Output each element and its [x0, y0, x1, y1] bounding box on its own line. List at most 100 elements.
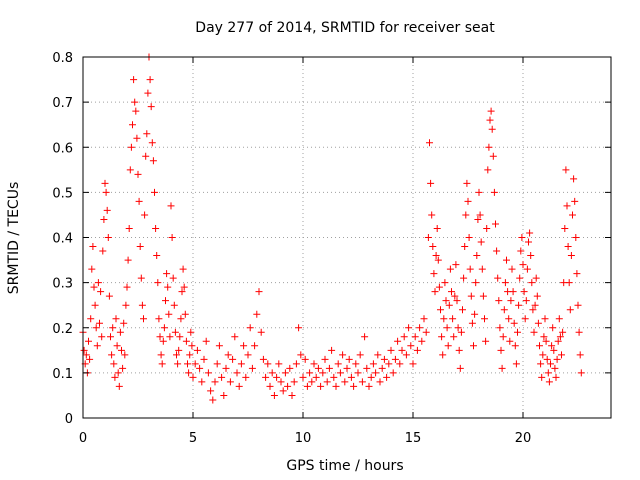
data-point — [277, 378, 285, 386]
data-point — [363, 364, 371, 372]
data-point — [477, 238, 485, 246]
y-tick-label: 0.2 — [52, 322, 73, 337]
data-point — [164, 283, 172, 291]
data-point — [177, 315, 185, 323]
data-point — [240, 342, 248, 350]
data-point — [175, 346, 183, 354]
data-point — [438, 333, 446, 341]
data-point — [275, 360, 283, 368]
data-point — [567, 252, 575, 260]
data-point — [173, 351, 180, 359]
data-point — [577, 369, 585, 377]
data-point — [527, 252, 535, 260]
data-point — [114, 369, 122, 377]
data-point — [387, 346, 395, 354]
data-point — [207, 387, 215, 395]
chart-title: Day 277 of 2014, SRMTID for receiver sea… — [195, 20, 495, 36]
data-point — [486, 116, 494, 124]
data-point — [572, 234, 580, 241]
data-point — [231, 333, 239, 341]
data-point — [226, 378, 234, 386]
data-point — [202, 337, 210, 345]
data-point — [463, 179, 471, 187]
data-point — [434, 256, 442, 264]
data-point — [82, 351, 90, 359]
data-point — [442, 297, 450, 305]
data-point — [576, 351, 584, 359]
data-point — [449, 315, 457, 323]
data-point — [168, 234, 176, 241]
data-point — [522, 297, 530, 305]
data-point — [198, 378, 206, 386]
data-point — [96, 319, 103, 327]
data-point — [323, 378, 331, 386]
data-point — [462, 211, 470, 219]
data-point — [209, 396, 217, 404]
data-point — [433, 224, 441, 232]
data-point — [443, 324, 451, 332]
data-point — [121, 351, 129, 359]
data-point — [455, 346, 463, 354]
data-point — [330, 373, 338, 381]
data-point — [85, 337, 92, 345]
data-point — [336, 369, 344, 377]
data-point — [453, 297, 461, 305]
data-point — [143, 130, 151, 138]
data-point — [521, 315, 529, 323]
data-point — [428, 211, 436, 219]
data-point — [525, 238, 532, 246]
data-point — [493, 247, 501, 255]
data-point — [133, 134, 141, 142]
data-point — [186, 351, 194, 359]
data-point — [264, 360, 272, 368]
data-point — [448, 288, 455, 296]
data-point — [169, 274, 177, 282]
data-point — [402, 351, 410, 359]
data-point — [519, 261, 527, 269]
data-point — [257, 328, 265, 336]
data-point — [566, 306, 574, 314]
data-point — [115, 382, 123, 390]
data-point — [505, 315, 513, 323]
data-point — [308, 378, 316, 386]
data-point — [497, 346, 505, 354]
data-point — [94, 279, 102, 287]
data-point — [416, 324, 424, 332]
data-point — [89, 243, 97, 251]
data-point — [144, 89, 152, 97]
data-point — [440, 315, 448, 323]
data-point — [354, 369, 362, 377]
data-point — [383, 373, 391, 381]
data-point — [345, 355, 353, 363]
data-point — [248, 364, 256, 372]
data-point — [499, 333, 507, 341]
data-point — [215, 342, 223, 350]
data-point — [170, 301, 178, 309]
data-point — [218, 373, 226, 381]
data-point — [503, 256, 510, 264]
data-point — [361, 333, 369, 341]
data-point — [358, 378, 366, 386]
data-point — [136, 243, 144, 251]
data-point — [495, 297, 503, 305]
data-point — [347, 373, 355, 381]
data-point — [400, 333, 408, 341]
y-tick-label: 0.7 — [52, 96, 73, 111]
data-point — [284, 382, 292, 390]
data-point — [178, 288, 186, 296]
data-point — [479, 292, 487, 300]
data-point — [98, 333, 106, 341]
data-point — [140, 315, 147, 323]
data-point — [498, 364, 506, 372]
data-point — [430, 270, 438, 278]
data-point — [552, 373, 560, 381]
y-tick-label: 0.3 — [52, 277, 73, 292]
data-point — [105, 292, 113, 300]
data-point — [394, 337, 402, 345]
data-point — [131, 98, 139, 106]
data-point — [162, 297, 169, 305]
data-point — [268, 369, 276, 377]
data-point — [123, 283, 131, 291]
data-point — [472, 279, 480, 287]
data-point — [237, 360, 245, 368]
